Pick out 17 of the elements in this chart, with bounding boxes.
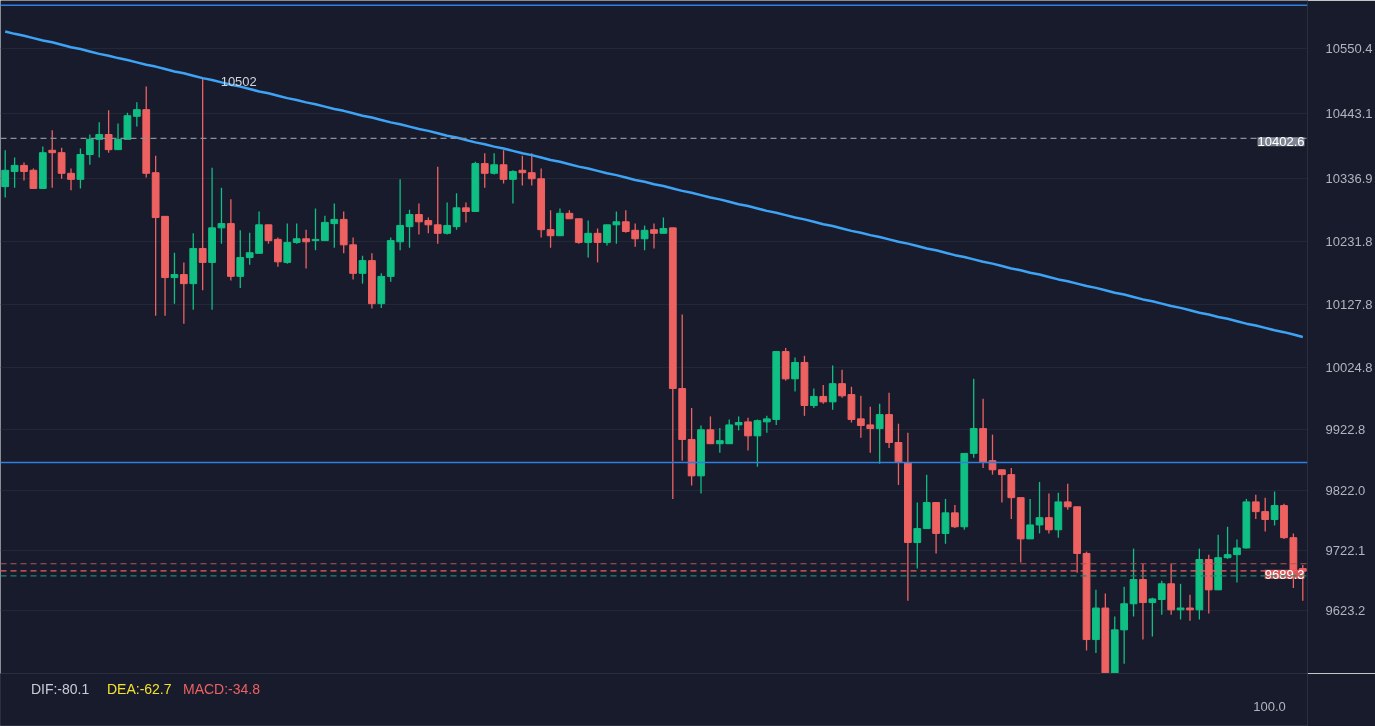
y-tick-label: 9822.0	[1325, 482, 1366, 498]
y-tick-label: 10336.9	[1325, 170, 1373, 186]
text: MACD:-34.8	[183, 680, 261, 697]
text: 100.0	[1253, 698, 1286, 714]
y-tick-label: 9623.2	[1325, 603, 1366, 619]
ref-line-label: 9689.3	[1264, 566, 1305, 582]
y-tick-label: 10127.8	[1325, 297, 1373, 313]
y-tick-label: 10231.8	[1325, 234, 1373, 250]
y-tick-label: 10550.4	[1325, 41, 1373, 57]
annotation: 10502	[220, 74, 257, 90]
ref-line-label: 10402.6	[1257, 134, 1305, 150]
y-tick-label: 9922.8	[1325, 421, 1366, 437]
y-tick-label: 10443.1	[1325, 106, 1373, 122]
text: DIF:-80.1	[30, 680, 90, 697]
y-tick-label: 10024.8	[1325, 359, 1373, 375]
text: DEA:-62.7	[106, 680, 172, 697]
y-tick-label: 9722.1	[1325, 543, 1366, 559]
